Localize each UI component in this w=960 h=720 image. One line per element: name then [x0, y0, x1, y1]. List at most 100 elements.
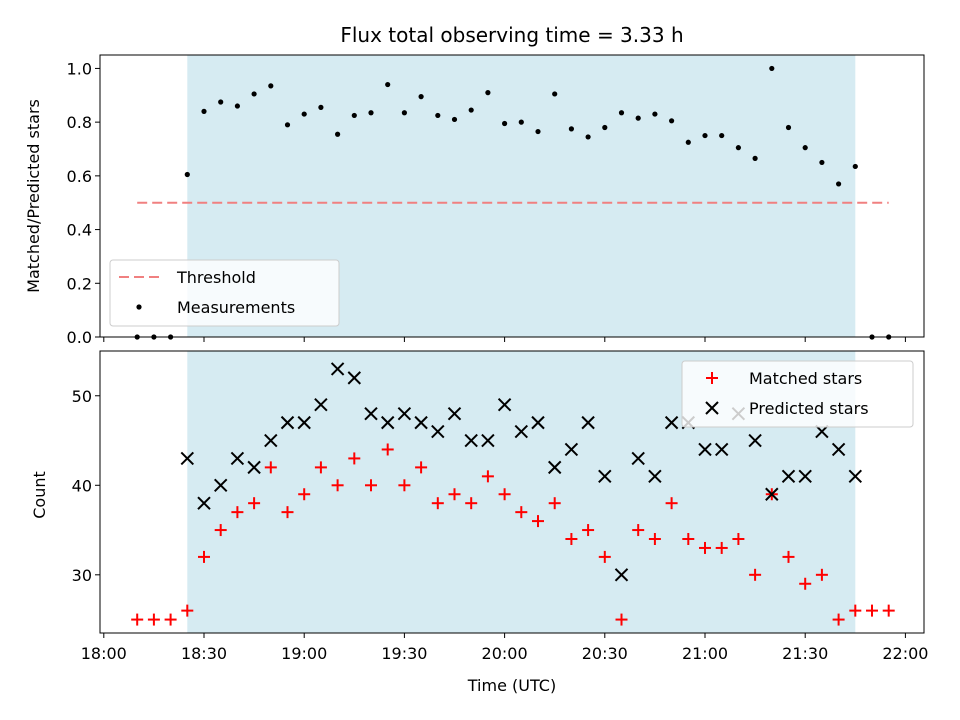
measurement-point: [769, 65, 775, 72]
predicted-star-point: [264, 433, 278, 448]
predicted-star-point: [798, 469, 812, 484]
predicted-star-point: [414, 415, 428, 430]
predicted-star-mark: [698, 442, 712, 457]
predicted-star-point: [831, 442, 846, 457]
measurement-point: [635, 115, 641, 121]
matched-star-point: [281, 506, 294, 519]
predicted-star-mark: [380, 415, 395, 430]
predicted-star-mark: [180, 451, 195, 466]
predicted-star-mark: [297, 415, 311, 430]
matched-star-point: [248, 497, 261, 510]
matched-star-point: [398, 479, 411, 492]
matched-star-point: [532, 515, 544, 528]
matched-star-point: [298, 488, 311, 501]
matched-star-point: [815, 568, 828, 581]
measurement-point: [552, 91, 558, 97]
measurement-point: [568, 126, 575, 132]
count-panel: 30 40 50 18:00 18:30 19:00 19:30 20:00 20:30 21:…: [30, 350, 928, 695]
measurement-point: [218, 99, 224, 105]
predicted-star-point: [230, 451, 245, 466]
ratio-y-axis-label: Matched/Predicted stars: [24, 99, 43, 293]
predicted-star-mark: [431, 424, 445, 439]
x-axis-label: Time (UTC): [467, 676, 556, 695]
matched-star-point: [481, 470, 494, 483]
predicted-star-point: [765, 487, 779, 501]
count-legend-box: [681, 360, 914, 428]
measurements-legend-label: Measurements: [177, 298, 295, 317]
measurement-point: [502, 120, 508, 127]
measurement-point: [368, 110, 374, 116]
predicted-star-mark: [714, 442, 729, 457]
predicted-star-mark: [514, 424, 529, 439]
ratio-panel: 0.0 0.2 0.4 0.6 0.8 1.0 Flux total observing …: [24, 23, 925, 347]
predicted-star-mark: [564, 442, 579, 457]
matched-star-point: [331, 479, 344, 492]
measurement-point: [802, 145, 808, 151]
count-y-ticks: 30 40 50: [72, 387, 100, 585]
predicted-star-mark: [230, 451, 245, 466]
matched-star-point: [665, 497, 678, 510]
y-tick-label: 30: [72, 566, 92, 585]
predicted-star-mark: [531, 415, 545, 430]
matched-star-point: [799, 577, 812, 590]
matched-star-point: [849, 604, 862, 617]
predicted-star-mark: [631, 451, 645, 466]
y-tick-label: 1.0: [67, 59, 92, 78]
x-tick-label: 21:00: [682, 644, 728, 663]
x-tick-label: 22:00: [882, 644, 928, 663]
measurement-point: [652, 111, 658, 117]
measurement-point: [284, 122, 291, 128]
predicted-star-point: [397, 406, 412, 421]
predicted-star-mark: [464, 433, 478, 448]
y-tick-label: 0.0: [67, 328, 92, 347]
measurement-point: [852, 163, 858, 170]
predicted-star-point: [297, 415, 311, 430]
matched-legend-swatch: [706, 372, 718, 384]
predicted-star-mark: [347, 371, 362, 385]
measurement-point: [685, 139, 691, 145]
predicted-star-point: [648, 469, 662, 484]
matched-star-point: [682, 533, 695, 545]
x-tick-label: 18:00: [81, 644, 127, 663]
measurement-point: [719, 132, 725, 139]
measurement-point: [335, 131, 341, 137]
predicted-star-point: [514, 424, 529, 439]
predicted-star-mark: [397, 406, 412, 421]
predicted-star-mark: [581, 415, 595, 430]
matched-star-point: [882, 604, 895, 617]
matched-star-point: [782, 550, 795, 563]
predicted-star-point: [614, 568, 629, 582]
predicted-star-point: [464, 433, 478, 448]
predicted-star-point: [714, 442, 729, 457]
measurement-point: [485, 90, 491, 96]
predicted-star-point: [547, 460, 562, 475]
y-tick-label: 40: [72, 476, 92, 495]
matched-star-point: [515, 506, 528, 519]
measurement-point: [468, 107, 474, 113]
predicted-star-mark: [765, 487, 779, 501]
predicted-star-point: [380, 415, 395, 430]
predicted-star-mark: [648, 469, 662, 484]
measurement-point: [268, 83, 274, 89]
matched-star-point: [582, 524, 595, 537]
predicted-star-point: [781, 469, 796, 484]
predicted-star-point: [698, 442, 712, 457]
measurement-point: [618, 110, 625, 116]
y-tick-label: 0.4: [67, 221, 92, 240]
predicted-star-mark: [798, 469, 812, 484]
matched-star-point: [498, 488, 511, 501]
measurement-point: [401, 110, 407, 116]
matched-star-point: [348, 452, 361, 465]
matched-star-point: [314, 461, 327, 474]
measurement-point: [735, 145, 742, 151]
count-y-axis-label: Count: [30, 471, 49, 519]
predicted-star-mark: [598, 469, 612, 484]
predicted-star-point: [815, 424, 829, 439]
x-tick-label: 19:30: [381, 644, 427, 663]
predicted-star-mark: [247, 460, 261, 475]
ratio-x-ticks: [103, 337, 906, 342]
matched-star-point: [632, 524, 645, 537]
measurement-point: [318, 104, 324, 110]
count-plot-frame: [99, 350, 925, 634]
matched-star-point: [465, 497, 478, 510]
